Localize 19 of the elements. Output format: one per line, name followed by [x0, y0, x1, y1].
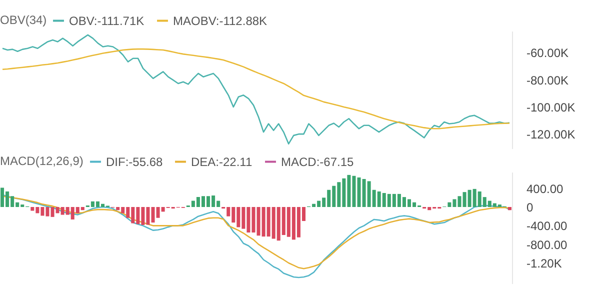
legend-label: OBV:-111.71K — [69, 14, 144, 28]
y-tick-label: -100.00K — [526, 100, 576, 114]
y-tick-label: -80.00K — [526, 73, 569, 88]
legend-label: DEA:-22.11 — [191, 154, 252, 169]
series-label: MACD:-67.15 — [281, 154, 354, 169]
legend-label: DIF:-55.68 — [106, 154, 164, 169]
legend-title: OBV(34) — [0, 13, 47, 27]
y-tick-label: -120.00K — [526, 128, 576, 142]
y-tick-label: -400.00 — [526, 219, 568, 234]
y-tick-label: -800.00 — [526, 238, 568, 252]
line-series — [2, 34, 510, 144]
bar — [508, 207, 512, 210]
legend-title: MACD(12,26,9) — [0, 154, 84, 168]
y-tick-label: 0 — [526, 200, 534, 214]
legend-label: MAOBV:-112.88K — [173, 14, 268, 28]
y-tick-label: -1.20K — [526, 256, 562, 270]
y-tick-label: 400.00 — [526, 182, 564, 196]
line-series — [2, 48, 510, 130]
y-tick-label: -60.00K — [526, 46, 569, 60]
